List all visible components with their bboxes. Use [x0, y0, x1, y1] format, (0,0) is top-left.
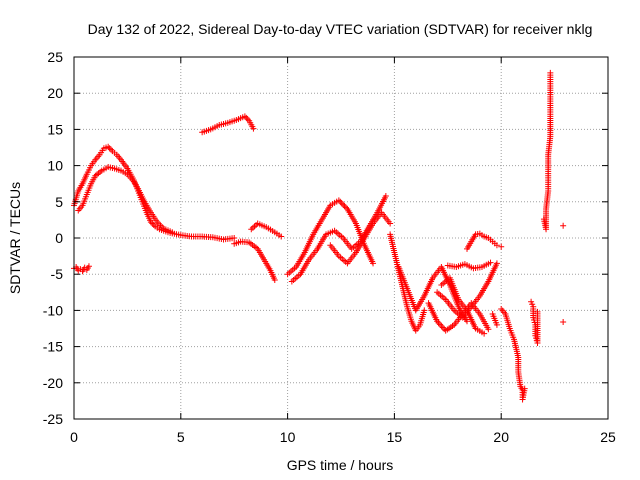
data-point [370, 260, 377, 267]
data-point [106, 145, 113, 152]
x-axis-label: GPS time / hours [287, 457, 394, 473]
data-point [438, 322, 445, 329]
data-point [244, 116, 251, 123]
data-point [493, 242, 500, 249]
y-tick-label: 0 [55, 230, 63, 246]
x-tick-label: 15 [387, 429, 403, 445]
x-tick-label: 10 [280, 429, 296, 445]
data-point [485, 326, 492, 333]
data-point [169, 229, 176, 236]
axis-ticks: 0 5 10 15 20 25 -25 -20 -15 -10 -5 0 5 10 15 20 25 [43, 49, 616, 445]
y-tick-label: -25 [43, 411, 63, 427]
data-point [341, 203, 348, 210]
data-point [382, 193, 389, 200]
data-point [338, 200, 345, 207]
data-point [529, 301, 536, 308]
y-tick-label: 15 [47, 121, 63, 137]
data-point [337, 198, 344, 205]
data-point [278, 233, 285, 240]
x-tick-label: 0 [70, 429, 78, 445]
data-point [108, 146, 115, 153]
data-point [493, 260, 500, 267]
data-point [421, 307, 428, 314]
data-point [547, 69, 554, 76]
x-tick-label: 20 [493, 429, 509, 445]
data-point [335, 197, 342, 204]
data-point [150, 221, 157, 228]
y-tick-label: 5 [55, 194, 63, 210]
y-tick-label: -20 [43, 375, 63, 391]
data-point [250, 125, 257, 132]
y-axis-label: SDTVAR / TECUs [7, 182, 23, 294]
y-tick-label: -15 [43, 339, 63, 355]
data-point [387, 220, 394, 227]
y-tick-label: -10 [43, 302, 63, 318]
data-point [464, 318, 471, 325]
data-point [534, 308, 541, 315]
data-point [85, 263, 92, 270]
y-tick-label: 10 [47, 158, 63, 174]
data-point [528, 298, 535, 305]
data-point [481, 330, 488, 337]
data-point [271, 276, 278, 283]
data-point [149, 220, 156, 227]
chart-title: Day 132 of 2022, Sidereal Day-to-day VTE… [88, 21, 593, 37]
data-point [487, 259, 494, 266]
data-point [147, 219, 154, 226]
data-point [560, 222, 567, 229]
data-points [71, 69, 567, 403]
data-point [493, 321, 500, 328]
data-point [560, 318, 567, 325]
data-point [340, 201, 347, 208]
data-point [243, 114, 250, 121]
data-point [342, 204, 349, 211]
data-point [231, 235, 238, 241]
y-tick-label: -5 [51, 266, 64, 282]
y-tick-label: 25 [47, 49, 63, 65]
data-point [498, 243, 505, 250]
x-tick-label: 25 [600, 429, 616, 445]
data-point [521, 385, 528, 392]
data-point [241, 113, 248, 120]
data-point [436, 321, 443, 328]
y-tick-label: 20 [47, 85, 63, 101]
x-tick-label: 5 [177, 429, 185, 445]
data-point [105, 143, 112, 150]
